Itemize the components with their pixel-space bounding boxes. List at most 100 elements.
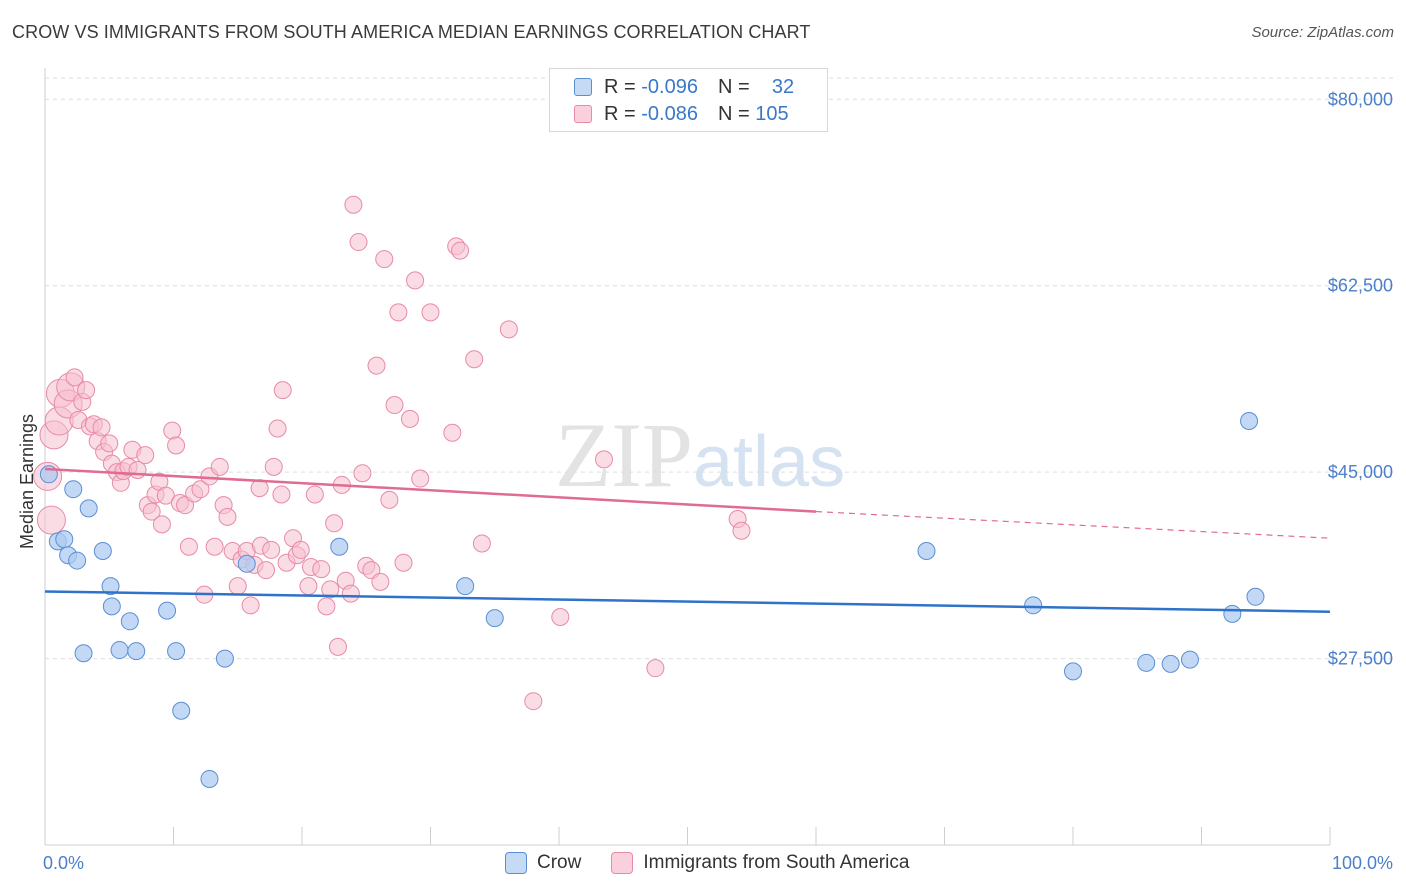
point-immigrants [299, 577, 318, 596]
point-immigrants [228, 577, 247, 596]
point-immigrants [77, 381, 96, 400]
series-crow-points [39, 412, 1265, 788]
y-tick-label: $45,000 [1328, 462, 1393, 482]
legend-row-immigrants: R = -0.086 N = 105 [574, 102, 789, 126]
point-immigrants [344, 195, 363, 214]
legend-r-crow: -0.096 [641, 75, 698, 98]
point-immigrants [421, 303, 440, 322]
point-immigrants [367, 356, 386, 375]
correlation-legend: R = -0.096 N = 32 R = -0.086 N = 105 [549, 68, 828, 132]
point-crow [330, 537, 349, 556]
point-immigrants [179, 537, 198, 556]
point-immigrants [291, 540, 310, 559]
point-immigrants [465, 350, 484, 369]
legend-item-crow: Crow [505, 852, 581, 874]
point-crow [167, 642, 186, 661]
point-immigrants [443, 423, 462, 442]
point-crow [64, 480, 83, 499]
point-immigrants [218, 507, 237, 526]
watermark-atlas: atlas [693, 422, 846, 502]
point-immigrants [524, 692, 543, 711]
point-immigrants [341, 584, 360, 603]
point-immigrants [257, 561, 276, 580]
point-crow [172, 701, 191, 720]
point-crow [1246, 587, 1265, 606]
point-immigrants [272, 485, 291, 504]
point-immigrants [375, 250, 394, 269]
point-immigrants [100, 434, 119, 453]
trend-lines [44, 467, 1331, 613]
x-tick-label-start: 0.0% [43, 853, 84, 873]
point-crow [237, 554, 256, 573]
point-immigrants [325, 514, 344, 533]
point-immigrants [36, 505, 66, 535]
watermark: ZIPatlas [555, 402, 845, 508]
point-crow [1223, 604, 1242, 623]
y-tick-label: $27,500 [1328, 649, 1393, 669]
point-crow [1024, 596, 1043, 615]
legend-r-label: R = [604, 102, 636, 125]
point-immigrants [400, 409, 419, 428]
point-immigrants [317, 597, 336, 616]
watermark-zip: ZIP [555, 404, 693, 506]
point-crow [456, 577, 475, 596]
point-immigrants [136, 446, 155, 465]
point-immigrants [156, 486, 175, 505]
point-immigrants [328, 637, 347, 656]
point-immigrants [451, 241, 470, 260]
point-immigrants [380, 490, 399, 509]
point-crow [200, 769, 219, 788]
legend-label-immigrants: Immigrants from South America [643, 852, 910, 873]
point-crow [485, 609, 504, 628]
point-immigrants [205, 537, 224, 556]
point-crow [110, 641, 129, 660]
point-immigrants [551, 608, 570, 627]
point-crow [74, 644, 93, 663]
point-crow [158, 601, 177, 620]
point-immigrants [371, 572, 390, 591]
point-immigrants [305, 485, 324, 504]
trend-line-immigrants-extension [815, 510, 1331, 539]
point-crow [1180, 650, 1199, 669]
point-immigrants [264, 457, 283, 476]
point-crow [1240, 412, 1259, 431]
point-crow [1137, 653, 1156, 672]
point-immigrants [321, 580, 340, 599]
legend-r-label: R = [604, 75, 636, 98]
point-crow [120, 612, 139, 631]
point-crow [215, 649, 234, 668]
point-immigrants [128, 461, 147, 480]
trend-line-immigrants [44, 467, 817, 513]
legend-n-immigrants: 105 [755, 102, 789, 125]
chart-title: CROW VS IMMIGRANTS FROM SOUTH AMERICA ME… [12, 22, 811, 42]
point-immigrants [142, 502, 161, 521]
point-crow [917, 541, 936, 560]
point-crow [127, 642, 146, 661]
point-immigrants [385, 396, 404, 415]
legend-n-label: N = [717, 102, 750, 125]
legend-swatch-crow [574, 78, 592, 96]
point-crow [68, 551, 87, 570]
point-crow [55, 530, 74, 549]
point-immigrants [594, 450, 613, 469]
point-immigrants [262, 540, 281, 559]
y-tick-label: $80,000 [1328, 89, 1393, 109]
point-immigrants [273, 381, 292, 400]
point-immigrants [353, 464, 372, 483]
y-tick-label: $62,500 [1328, 276, 1393, 296]
y-axis-title: Median Earnings [17, 414, 37, 549]
point-immigrants [499, 320, 518, 339]
point-immigrants [389, 303, 408, 322]
point-immigrants [152, 515, 171, 534]
point-crow [1161, 654, 1180, 673]
point-immigrants [167, 436, 186, 455]
legend-n-label: N = [717, 75, 750, 98]
point-immigrants [241, 596, 260, 615]
legend-item-immigrants: Immigrants from South America [611, 852, 909, 874]
point-crow [1064, 662, 1082, 681]
point-immigrants [210, 457, 229, 476]
legend-label-crow: Crow [537, 852, 582, 873]
point-immigrants [191, 480, 210, 499]
legend-n-crow: 32 [771, 75, 795, 98]
